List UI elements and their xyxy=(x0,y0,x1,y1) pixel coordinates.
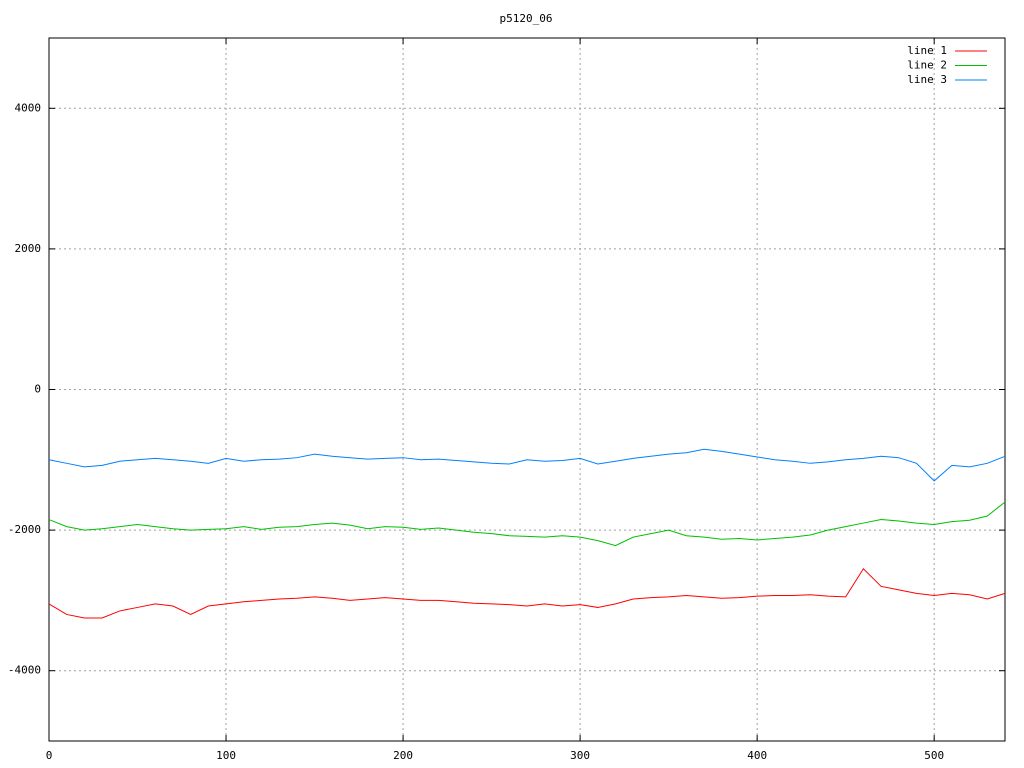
x-tick-label: 400 xyxy=(747,749,767,762)
plot-border xyxy=(48,37,1006,742)
data-line xyxy=(48,501,1006,547)
y-tick-label: 2000 xyxy=(15,242,42,255)
data-line xyxy=(48,448,1006,482)
x-tick-label: 0 xyxy=(46,749,53,762)
x-tick-label: 500 xyxy=(924,749,944,762)
legend-label: line 3 xyxy=(907,73,947,86)
y-tick-label: 4000 xyxy=(15,101,42,114)
y-tick-label: 0 xyxy=(34,383,41,396)
legend-label: line 2 xyxy=(907,59,947,72)
x-tick-label: 300 xyxy=(570,749,590,762)
y-tick-label: -4000 xyxy=(8,664,41,677)
x-tick-label: 100 xyxy=(216,749,236,762)
chart-title: p5120_06 xyxy=(500,12,553,25)
x-tick-label: 200 xyxy=(393,749,413,762)
legend-label: line 1 xyxy=(907,44,947,57)
y-tick-label: -2000 xyxy=(8,523,41,536)
data-line xyxy=(48,567,1006,619)
